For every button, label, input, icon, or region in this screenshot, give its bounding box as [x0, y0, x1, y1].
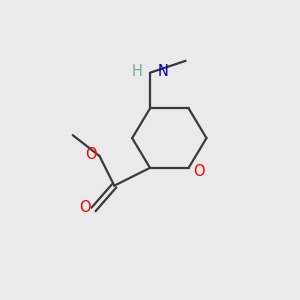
- Text: H: H: [132, 64, 142, 79]
- Text: O: O: [85, 147, 97, 162]
- Text: O: O: [80, 200, 91, 215]
- Text: O: O: [193, 164, 205, 179]
- Text: N: N: [158, 64, 168, 79]
